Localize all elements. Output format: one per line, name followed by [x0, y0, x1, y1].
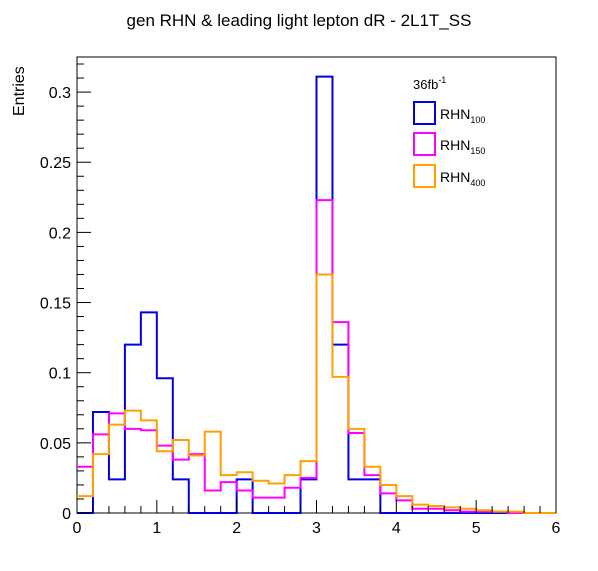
- x-tick-label: 0: [73, 520, 82, 537]
- series-layer: [77, 75, 556, 514]
- x-tick-label: 3: [312, 520, 321, 537]
- luminosity-value: 36fb: [413, 77, 438, 92]
- legend-entry-rhn150: RHN150: [413, 132, 485, 156]
- legend-entry-rhn100: RHN100: [413, 101, 485, 125]
- y-tick-label: 0.05: [40, 436, 71, 453]
- y-axis: 0 0.05 0.1 0.15 0.2 0.25 0.3: [40, 63, 91, 523]
- y-tick-label: 0.25: [40, 155, 71, 172]
- luminosity-exponent: -1: [438, 75, 446, 85]
- y-axis-title: Entries: [11, 66, 28, 116]
- y-tick-label: 0.3: [49, 85, 71, 102]
- chart-title: gen RHN & leading light lepton dR - 2L1T…: [127, 11, 472, 30]
- legend-swatch: [413, 164, 436, 188]
- y-tick-label: 0.1: [49, 366, 71, 383]
- x-axis: 0 1 2 3 4 5 6: [73, 500, 561, 537]
- legend-swatch: [413, 132, 436, 156]
- x-tick-label: 1: [152, 520, 161, 537]
- series-rhn150-line: [77, 199, 556, 514]
- y-tick-label: 0.2: [49, 225, 71, 242]
- luminosity-label: 36fb-1: [413, 75, 446, 92]
- legend-swatch: [413, 101, 436, 125]
- legend-label: RHN100: [440, 106, 485, 125]
- legend-label: RHN400: [440, 169, 485, 188]
- legend-label: RHN150: [440, 137, 485, 156]
- y-tick-label: 0.15: [40, 296, 71, 313]
- x-tick-label: 4: [392, 520, 401, 537]
- legend: 36fb-1 RHN100 RHN150 RHN400: [413, 75, 485, 188]
- x-tick-label: 6: [552, 520, 561, 537]
- x-tick-label: 5: [472, 520, 481, 537]
- y-tick-label: 0: [62, 506, 71, 523]
- x-tick-label: 2: [232, 520, 241, 537]
- legend-entry-rhn400: RHN400: [413, 164, 485, 188]
